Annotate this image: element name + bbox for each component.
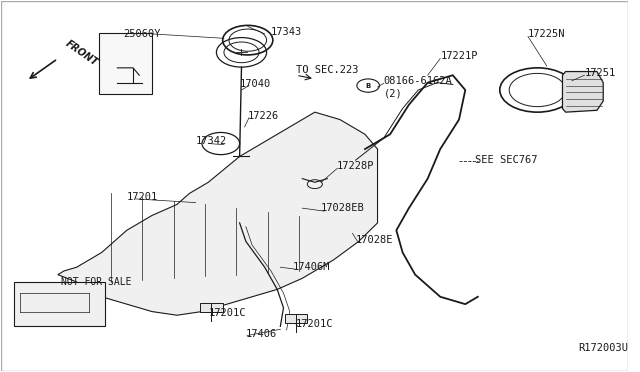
Text: 17226: 17226 (248, 111, 279, 121)
PathPatch shape (58, 112, 378, 315)
Text: 17028E: 17028E (356, 234, 393, 244)
Text: SEE SEC767: SEE SEC767 (475, 155, 537, 165)
Text: 25060Y: 25060Y (124, 29, 161, 39)
Text: FRONT: FRONT (64, 38, 100, 68)
PathPatch shape (563, 71, 604, 112)
Bar (14, 282, 105, 326)
Text: 17028EB: 17028EB (321, 203, 365, 213)
Bar (99, 33, 152, 94)
Text: R172003U: R172003U (578, 343, 628, 353)
Text: 17040: 17040 (239, 80, 271, 89)
Text: 17228P: 17228P (337, 161, 374, 171)
Text: 17201C: 17201C (208, 308, 246, 318)
Text: (2): (2) (384, 89, 403, 99)
Text: 17342: 17342 (196, 136, 227, 146)
Text: 17406: 17406 (246, 329, 277, 339)
Bar (285, 314, 307, 323)
Bar (200, 304, 223, 312)
Text: 08166-6162A: 08166-6162A (384, 76, 452, 86)
Text: 17225N: 17225N (528, 29, 566, 39)
Text: 17251: 17251 (584, 68, 616, 78)
Text: TO SEC.223: TO SEC.223 (296, 65, 358, 75)
Text: 17343: 17343 (271, 27, 302, 37)
Text: B: B (365, 83, 371, 89)
Text: 17221P: 17221P (440, 51, 477, 61)
Text: 17201C: 17201C (296, 320, 333, 330)
Text: 17406M: 17406M (293, 262, 330, 272)
Text: 17201: 17201 (127, 192, 158, 202)
Text: NOT FOR SALE: NOT FOR SALE (61, 277, 131, 287)
